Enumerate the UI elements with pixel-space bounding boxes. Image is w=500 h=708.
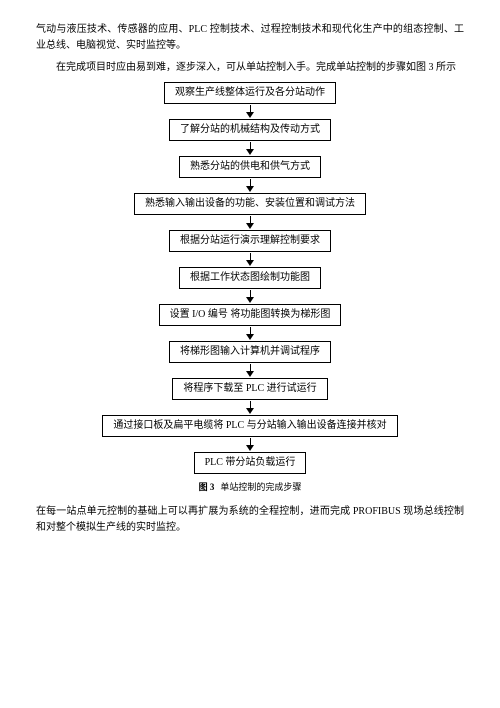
- flowchart: 观察生产线整体运行及各分站动作 了解分站的机械结构及传动方式 熟悉分站的供电和供…: [36, 82, 464, 474]
- page: 气动与液压技术、传感器的应用、PLC 控制技术、过程控制技术和现代化生产中的组态…: [0, 0, 500, 562]
- flow-arrow: [246, 401, 254, 414]
- intro-paragraph-2: 在完成项目时应由易到难，逐步深入，可从单站控制入手。完成单站控制的步骤如图 3 …: [36, 60, 464, 76]
- flow-node-2: 了解分站的机械结构及传动方式: [169, 119, 331, 141]
- flow-arrow: [246, 179, 254, 192]
- flow-node-4: 熟悉输入输出设备的功能、安装位置和调试方法: [134, 193, 366, 215]
- flow-node-6: 根据工作状态图绘制功能图: [179, 267, 321, 289]
- flow-arrow: [246, 290, 254, 303]
- flow-arrow: [246, 327, 254, 340]
- flow-arrow: [246, 253, 254, 266]
- flow-node-9: 将程序下载至 PLC 进行试运行: [172, 378, 327, 400]
- flow-arrow: [246, 142, 254, 155]
- figure-caption: 图 3 单站控制的完成步骤: [36, 480, 464, 494]
- flow-arrow: [246, 105, 254, 118]
- flow-arrow: [246, 216, 254, 229]
- closing-paragraph: 在每一站点单元控制的基础上可以再扩展为系统的全程控制，进而完成 PROFIBUS…: [36, 504, 464, 536]
- flow-node-10: 通过接口板及扁平电缆将 PLC 与分站输入输出设备连接并核对: [102, 415, 397, 437]
- flow-node-3: 熟悉分站的供电和供气方式: [179, 156, 321, 178]
- flow-arrow: [246, 364, 254, 377]
- figure-label: 图 3: [199, 482, 215, 492]
- flow-node-1: 观察生产线整体运行及各分站动作: [164, 82, 336, 104]
- flow-node-5: 根据分站运行演示理解控制要求: [169, 230, 331, 252]
- flow-node-7: 设置 I/O 编号 将功能图转换为梯形图: [159, 304, 342, 326]
- flow-node-8: 将梯形图输入计算机并调试程序: [169, 341, 331, 363]
- flow-node-11: PLC 带分站负载运行: [194, 452, 307, 474]
- intro-paragraph-1: 气动与液压技术、传感器的应用、PLC 控制技术、过程控制技术和现代化生产中的组态…: [36, 22, 464, 54]
- figure-caption-text: 单站控制的完成步骤: [220, 482, 301, 492]
- flow-arrow: [246, 438, 254, 451]
